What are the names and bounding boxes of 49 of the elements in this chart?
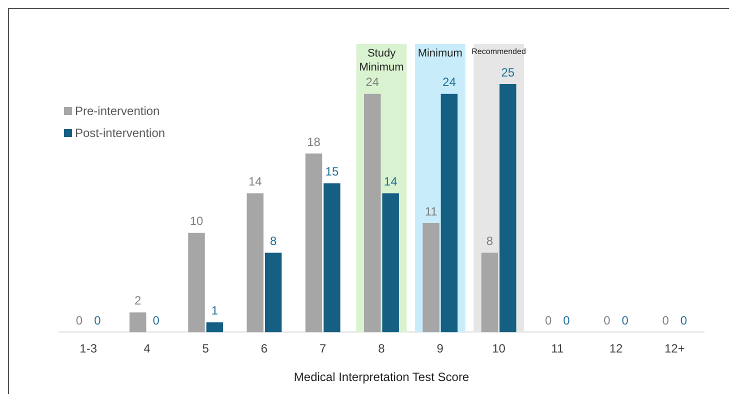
data-label: 2: [134, 294, 142, 308]
data-label: 10: [190, 214, 204, 228]
x-tick-label: 8: [378, 342, 386, 356]
bar: [206, 322, 224, 332]
legend-label: Pre-intervention: [75, 104, 160, 118]
data-label: 8: [486, 234, 494, 248]
bar: [246, 193, 264, 332]
data-label: 0: [76, 314, 83, 328]
data-label: 0: [662, 314, 670, 328]
bar: [264, 252, 282, 332]
x-tick-label: 9: [436, 342, 444, 356]
x-tick-label: 4: [144, 342, 151, 356]
band-label: Minimum: [418, 48, 462, 60]
bar: [422, 222, 440, 332]
x-tick-label: 11: [551, 342, 564, 356]
bar: [130, 312, 146, 332]
data-label: 14: [248, 174, 262, 189]
x-tick-label: 10: [492, 342, 506, 356]
x-axis-title: Medical Interpretation Test Score: [294, 370, 470, 384]
x-tick-label: 5: [202, 342, 210, 356]
data-label: 11: [424, 204, 438, 218]
band-label: Study Minimum: [359, 48, 404, 74]
bar: [188, 232, 205, 332]
data-label: 0: [604, 314, 611, 328]
bar: [324, 183, 340, 332]
data-label: 25: [501, 65, 515, 80]
data-label: 18: [307, 134, 321, 149]
data-label: 15: [325, 164, 339, 179]
data-label: 0: [544, 314, 552, 328]
data-label: 0: [152, 314, 160, 328]
data-label: 0: [563, 314, 570, 328]
data-label: 24: [366, 75, 380, 90]
band-label: Recommended: [472, 47, 526, 56]
x-tick-label: 6: [260, 342, 268, 356]
data-label: 0: [94, 314, 102, 328]
x-tick-label: 1-3: [80, 342, 98, 356]
data-label: 24: [442, 75, 456, 90]
data-label: 14: [384, 174, 398, 189]
x-tick-label: 7: [320, 342, 327, 356]
bar: [305, 153, 322, 332]
data-label: 0: [680, 314, 688, 328]
legend-label: Post-intervention: [75, 126, 166, 140]
bar: [382, 193, 399, 332]
data-label: 8: [270, 234, 277, 248]
data-label: 0: [622, 314, 629, 328]
bar: [481, 252, 498, 332]
x-tick-label: 12+: [664, 342, 685, 356]
data-label: 1: [211, 304, 218, 318]
x-tick-label: 12: [609, 342, 624, 356]
